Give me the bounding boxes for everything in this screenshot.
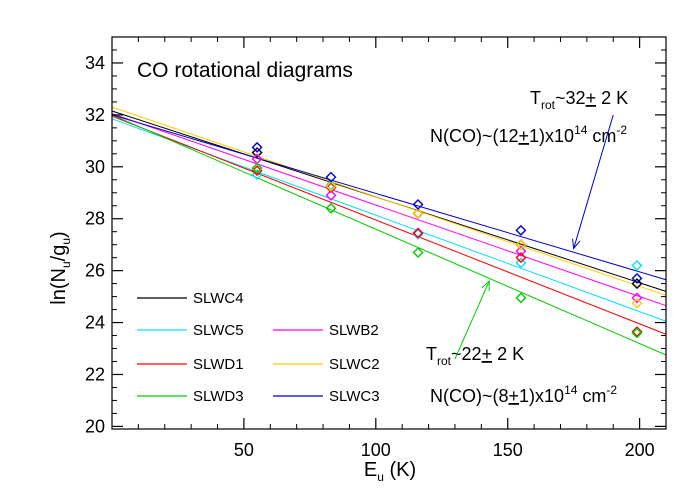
annotation-arrowhead-upper <box>572 238 581 250</box>
legend-label-slwb2: SLWB2 <box>329 322 379 339</box>
legend-label-slwd1: SLWD1 <box>193 356 244 373</box>
data-point-slwd3 <box>631 327 643 339</box>
data-point-slwd3 <box>325 202 337 214</box>
data-point-slwc5 <box>325 179 337 191</box>
fit-line-slwc3 <box>111 114 667 281</box>
annotation-lower: Trot~22+ 2 K N(CO)~(8+1)x1014 cm-2 <box>426 344 617 406</box>
data-point-slwb2 <box>631 292 643 304</box>
data-point-slwb2 <box>515 245 527 257</box>
legend-label-slwc4: SLWC4 <box>193 290 244 307</box>
legend: SLWC4 SLWC5 SLWB2 SLWD1 SLWC2 SLWD3 SLWC3 <box>137 290 380 405</box>
tick-labels: 50 100 150 200 20 22 24 26 28 30 32 34 <box>85 53 655 460</box>
axis-ticks <box>112 37 666 429</box>
chart-title: CO rotational diagrams <box>137 59 353 82</box>
annotation-upper: Trot~32+ 2 K N(CO)~(12+1)x1014 cm-2 <box>430 88 628 146</box>
data-point-slwd1 <box>631 326 643 338</box>
legend-label-slwc3: SLWC3 <box>329 388 380 405</box>
data-point-slwd1 <box>412 227 424 239</box>
legend-label-slwd3: SLWD3 <box>193 388 244 405</box>
x-tick-label: 150 <box>493 440 523 460</box>
y-tick-label: 34 <box>85 53 105 73</box>
y-tick-label: 26 <box>85 261 105 281</box>
data-point-slwc5 <box>515 257 527 269</box>
annotation-arrowhead-lower <box>481 279 490 292</box>
data-point-slwc3 <box>412 198 424 210</box>
data-point-slwc5 <box>631 259 643 271</box>
x-axis-label: Eu (K) <box>364 459 416 484</box>
fit-line-slwd3 <box>111 114 667 356</box>
y-tick-label: 32 <box>85 105 105 125</box>
data-point-slwc2 <box>631 297 643 309</box>
data-point-slwb2 <box>325 189 337 201</box>
y-tick-label: 22 <box>85 364 105 384</box>
fit-line-slwc2 <box>111 106 667 296</box>
y-tick-label: 20 <box>85 416 105 436</box>
data-point-slwd1 <box>325 182 337 194</box>
fit-lines <box>111 106 667 356</box>
lower-rotational-temperature: Trot~22+ 2 K <box>426 344 524 368</box>
lower-column-density: N(CO)~(8+1)x1014 cm-2 <box>430 383 617 406</box>
legend-label-slwc2: SLWC2 <box>329 356 380 373</box>
x-tick-label: 200 <box>625 440 655 460</box>
annotation-arrow-upper <box>573 114 614 249</box>
data-point-slwc3 <box>251 141 263 153</box>
y-tick-label: 30 <box>85 157 105 177</box>
fit-line-slwb2 <box>111 113 667 307</box>
data-point-slwc3 <box>631 272 643 284</box>
annotation-arrows <box>454 114 614 360</box>
y-tick-label: 24 <box>85 313 105 333</box>
y-tick-label: 28 <box>85 209 105 229</box>
data-point-slwd3 <box>515 292 527 304</box>
fit-line-slwd1 <box>111 115 667 335</box>
plot-frame <box>111 36 667 430</box>
y-axis-label: ln(Nu/gu) <box>48 231 73 304</box>
annotation-arrow-lower <box>454 280 490 360</box>
upper-column-density: N(CO)~(12+1)x1014 cm-2 <box>430 123 627 146</box>
data-point-slwc3 <box>515 224 527 236</box>
data-point-slwc3 <box>325 171 337 183</box>
legend-label-slwc5: SLWC5 <box>193 322 244 339</box>
data-point-slwc4 <box>251 147 263 159</box>
data-points <box>251 141 643 339</box>
data-point-slwc5 <box>412 228 424 240</box>
data-point-slwd3 <box>412 246 424 258</box>
x-tick-label: 100 <box>361 440 391 460</box>
x-tick-label: 50 <box>234 440 254 460</box>
upper-rotational-temperature: Trot~32+ 2 K <box>530 88 628 112</box>
data-point-slwc2 <box>515 239 527 251</box>
data-point-slwd3 <box>251 162 263 174</box>
data-point-slwd1 <box>515 252 527 264</box>
data-point-slwc2 <box>412 208 424 220</box>
data-point-slwc2 <box>325 180 337 192</box>
data-point-slwc4 <box>631 278 643 290</box>
